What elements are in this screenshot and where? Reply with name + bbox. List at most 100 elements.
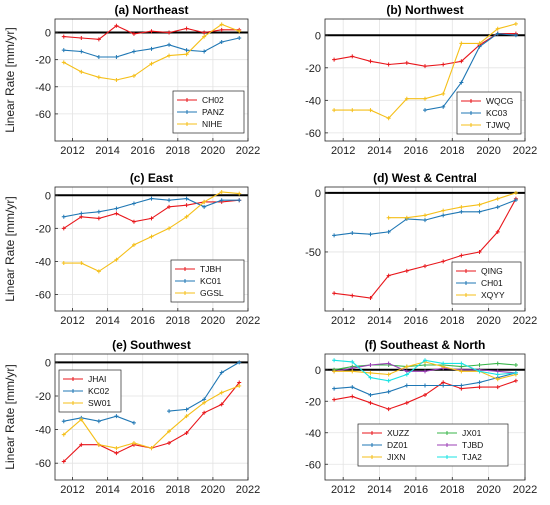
legend: XUZZ JX01 DZ01 TJBD JIXN TJA2 — [357, 423, 509, 467]
data-point — [114, 78, 119, 82]
data-point — [404, 372, 409, 377]
panel-3: 2012 2014 2016 2018 2020 2022 0 -20 -40 -60 (c) Ea… — [3, 171, 260, 327]
data-point — [495, 361, 500, 366]
data-point — [495, 372, 500, 377]
legend-marker — [445, 431, 449, 435]
x-tick-label: 2014 — [367, 145, 391, 157]
y-tick-label: -20 — [35, 391, 51, 403]
y-tick-label: -50 — [305, 247, 321, 259]
y-tick-label: 0 — [315, 30, 321, 42]
data-point — [61, 60, 66, 65]
panel-6: 2012 2014 2016 2018 2020 2022 0 -20 -40 -60 (f) So… — [305, 338, 537, 496]
data-point — [368, 363, 373, 368]
axes-box — [324, 186, 526, 312]
y-tick-label: 0 — [45, 357, 51, 369]
legend-label: TJBH — [200, 264, 221, 274]
data-point — [423, 213, 427, 218]
data-point — [404, 364, 409, 369]
y-axis-label: Linear Rate [mm/yr] — [3, 27, 17, 132]
y-tick-label: 0 — [315, 188, 321, 200]
data-point — [350, 359, 355, 364]
series-kc01 — [61, 196, 242, 219]
x-tick-label: 2012 — [331, 145, 355, 157]
legend-label: DZ01 — [387, 440, 408, 450]
data-point — [131, 49, 136, 54]
y-axis-label: Linear Rate [mm/yr] — [3, 196, 17, 301]
legend: JHAI KC02 SW01 — [58, 369, 122, 413]
data-point — [219, 402, 224, 407]
x-tick-label: 2018 — [166, 315, 190, 327]
legend: TJBH KC01 GGSL — [170, 259, 245, 303]
x-tick-label: 2022 — [513, 315, 537, 327]
axes-box — [324, 353, 526, 481]
data-point — [219, 22, 224, 27]
data-point — [386, 407, 391, 412]
panel-title: (a) Northeast — [114, 3, 188, 17]
data-point — [96, 442, 101, 447]
legend: QING CH01 XQYY — [451, 261, 522, 305]
data-point — [423, 358, 427, 363]
data-point — [149, 196, 154, 201]
x-tick-label: 2022 — [513, 484, 537, 496]
data-point — [202, 199, 207, 204]
data-point — [237, 380, 242, 385]
data-point — [513, 33, 518, 38]
data-point — [386, 378, 391, 383]
x-tick-label: 2018 — [440, 484, 464, 496]
data-point — [184, 414, 189, 419]
data-point — [423, 64, 427, 69]
data-point — [167, 409, 172, 414]
data-point — [114, 54, 119, 59]
data-point — [202, 30, 207, 35]
data-point — [184, 214, 189, 219]
x-tick-label: 2016 — [404, 315, 428, 327]
data-point — [513, 378, 518, 383]
data-point — [477, 380, 482, 385]
x-tick-label: 2016 — [130, 145, 154, 157]
data-point — [202, 204, 207, 209]
x-tick-label: 2020 — [476, 484, 500, 496]
data-point — [114, 23, 119, 28]
series-ch02 — [61, 23, 242, 42]
axes-box — [324, 18, 526, 142]
y-tick-label: -60 — [35, 289, 51, 301]
data-point — [79, 442, 84, 447]
data-point — [114, 206, 119, 211]
data-point — [149, 234, 154, 239]
data-point — [368, 232, 373, 237]
x-tick-label: 2012 — [60, 145, 84, 157]
data-point — [386, 62, 391, 67]
data-point — [495, 31, 500, 36]
data-point — [423, 96, 427, 101]
data-point — [219, 27, 224, 32]
legend-item-nihe: NIHE — [177, 119, 223, 129]
data-point — [441, 62, 446, 67]
x-tick-label: 2018 — [440, 315, 464, 327]
data-point — [219, 198, 224, 203]
legend-marker — [370, 443, 374, 447]
legend-label: TJWQ — [486, 120, 510, 130]
axes-box — [54, 186, 249, 312]
data-point — [423, 392, 427, 397]
data-point — [61, 459, 66, 464]
legend-item-jixn: JIXN — [362, 452, 405, 462]
legend-label: NIHE — [202, 119, 223, 129]
data-point — [219, 40, 224, 45]
data-point — [513, 21, 518, 26]
data-point — [79, 261, 84, 266]
data-point — [441, 383, 446, 388]
series-ggsl — [61, 189, 242, 274]
data-point — [368, 400, 373, 405]
data-point — [149, 216, 154, 221]
legend-item-ch02: CH02 — [177, 95, 224, 105]
legend-marker — [469, 111, 473, 115]
data-point — [149, 29, 154, 34]
data-point — [423, 383, 427, 388]
data-point — [96, 54, 101, 59]
data-point — [495, 26, 500, 31]
data-point — [79, 69, 84, 74]
data-point — [114, 211, 119, 216]
data-point — [61, 48, 66, 53]
data-point — [404, 400, 409, 405]
